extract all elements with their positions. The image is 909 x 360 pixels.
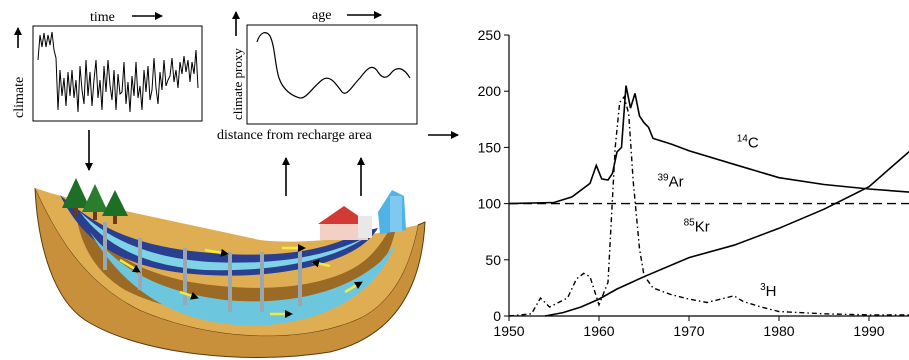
series-line-c14 bbox=[508, 85, 909, 205]
y-tick-label: 250 bbox=[478, 27, 502, 43]
tracer-chart: 0 50 100 150 200 250 1950 1960 1970 1980 1990 14C… bbox=[478, 27, 909, 339]
series-line-h3 bbox=[508, 95, 909, 317]
town bbox=[318, 190, 406, 240]
time-label: time bbox=[90, 10, 115, 25]
series-label-ar39: 39Ar bbox=[658, 173, 684, 191]
x-tick-label: 1980 bbox=[763, 323, 794, 339]
lower-aquifer bbox=[90, 232, 395, 326]
x-axis: 1950 1960 1970 1980 1990 bbox=[493, 316, 885, 339]
climate-curve bbox=[37, 31, 199, 113]
x-tick-label: 1960 bbox=[583, 323, 614, 339]
series-label-h3: 3H bbox=[760, 282, 776, 300]
series-lines bbox=[508, 85, 909, 317]
x-tick-label: 1990 bbox=[853, 323, 884, 339]
y-tick-label: 0 bbox=[493, 308, 501, 324]
distance-label: distance from recharge area bbox=[217, 128, 373, 143]
y-tick-label: 150 bbox=[478, 139, 502, 155]
climate-time-panel: time climate bbox=[12, 10, 203, 122]
y-axis: 0 50 100 150 200 250 bbox=[478, 27, 509, 324]
climate-proxy-axis-label: climate proxy bbox=[230, 48, 245, 120]
x-tick-label: 1950 bbox=[493, 323, 524, 339]
climate-plot-frame bbox=[32, 25, 203, 122]
series-label-c14: 14C bbox=[737, 133, 759, 151]
climate-axis-label: climate bbox=[12, 77, 27, 118]
y-tick-label: 200 bbox=[478, 83, 502, 99]
series-line-kr85 bbox=[544, 150, 909, 317]
climate-proxy-panel: age climate proxy bbox=[230, 8, 418, 125]
climate-proxy-plot-frame bbox=[246, 24, 418, 125]
y-tick-label: 50 bbox=[485, 252, 501, 268]
age-label: age bbox=[312, 8, 331, 23]
series-label-kr85: 85Kr bbox=[684, 218, 710, 236]
climate-proxy-curve bbox=[256, 32, 411, 99]
aquifer-illustration bbox=[34, 178, 426, 358]
y-tick-label: 100 bbox=[478, 196, 502, 212]
x-tick-label: 1970 bbox=[673, 323, 704, 339]
trees bbox=[62, 178, 128, 224]
series-labels: 14C 39Ar 85Kr 3H bbox=[658, 133, 777, 299]
